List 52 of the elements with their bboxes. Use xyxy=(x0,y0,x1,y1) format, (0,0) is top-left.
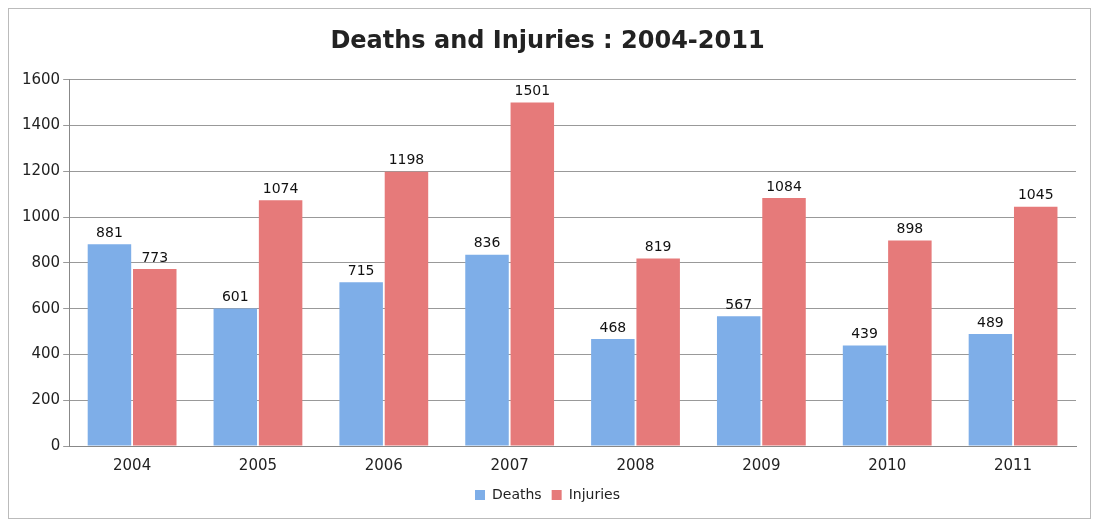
x-tick-label: 2004 xyxy=(113,455,152,474)
data-label: 819 xyxy=(644,238,672,255)
x-tick-label: 2006 xyxy=(364,455,403,474)
bar xyxy=(510,102,555,446)
chart-title: Deaths and Injuries : 2004-2011 xyxy=(330,25,765,54)
bar xyxy=(842,345,887,446)
data-label: 1045 xyxy=(1017,186,1054,203)
bar xyxy=(716,316,761,446)
data-label: 1074 xyxy=(262,179,299,196)
x-tick-label: 2007 xyxy=(490,455,529,474)
x-tick-label: 2009 xyxy=(742,455,781,474)
y-tick-label: 600 xyxy=(31,298,61,317)
bar xyxy=(465,254,509,446)
data-label: 1084 xyxy=(766,177,802,194)
bar xyxy=(384,171,429,446)
x-tick-label: 2011 xyxy=(993,455,1033,474)
bar xyxy=(1013,206,1058,446)
x-tick-label: 2008 xyxy=(616,455,655,474)
x-tick-label: 2010 xyxy=(868,455,907,474)
y-tick-label: 1000 xyxy=(21,207,61,226)
bar xyxy=(591,338,635,446)
bar xyxy=(888,240,932,446)
bar xyxy=(133,269,177,446)
legend-label: Deaths xyxy=(492,485,542,502)
bar xyxy=(258,200,303,446)
data-label: 1198 xyxy=(388,151,425,168)
y-tick-label: 0 xyxy=(50,435,61,454)
bar xyxy=(636,258,680,446)
bar xyxy=(213,308,258,446)
bar xyxy=(339,282,383,446)
y-tick-label: 800 xyxy=(31,252,61,271)
x-tick-label: 2005 xyxy=(238,455,278,474)
bar xyxy=(762,197,806,446)
legend-label: Injuries xyxy=(568,485,620,502)
y-tick-label: 200 xyxy=(31,390,61,409)
data-label: 773 xyxy=(141,248,169,265)
data-label: 489 xyxy=(977,313,1004,330)
y-tick-label: 1600 xyxy=(21,69,61,88)
data-label: 439 xyxy=(851,325,878,342)
bar xyxy=(968,334,1013,446)
data-label: 601 xyxy=(221,288,249,305)
bar xyxy=(87,244,132,446)
data-label: 715 xyxy=(347,261,375,278)
y-tick-label: 1400 xyxy=(21,115,61,134)
data-label: 468 xyxy=(599,318,627,335)
y-tick-label: 1200 xyxy=(21,161,61,180)
data-label: 1501 xyxy=(514,82,551,99)
data-label: 898 xyxy=(896,220,924,237)
data-label: 881 xyxy=(96,224,123,240)
data-label: 567 xyxy=(725,295,753,312)
y-tick-label: 400 xyxy=(31,344,61,363)
data-label: 836 xyxy=(473,234,501,251)
